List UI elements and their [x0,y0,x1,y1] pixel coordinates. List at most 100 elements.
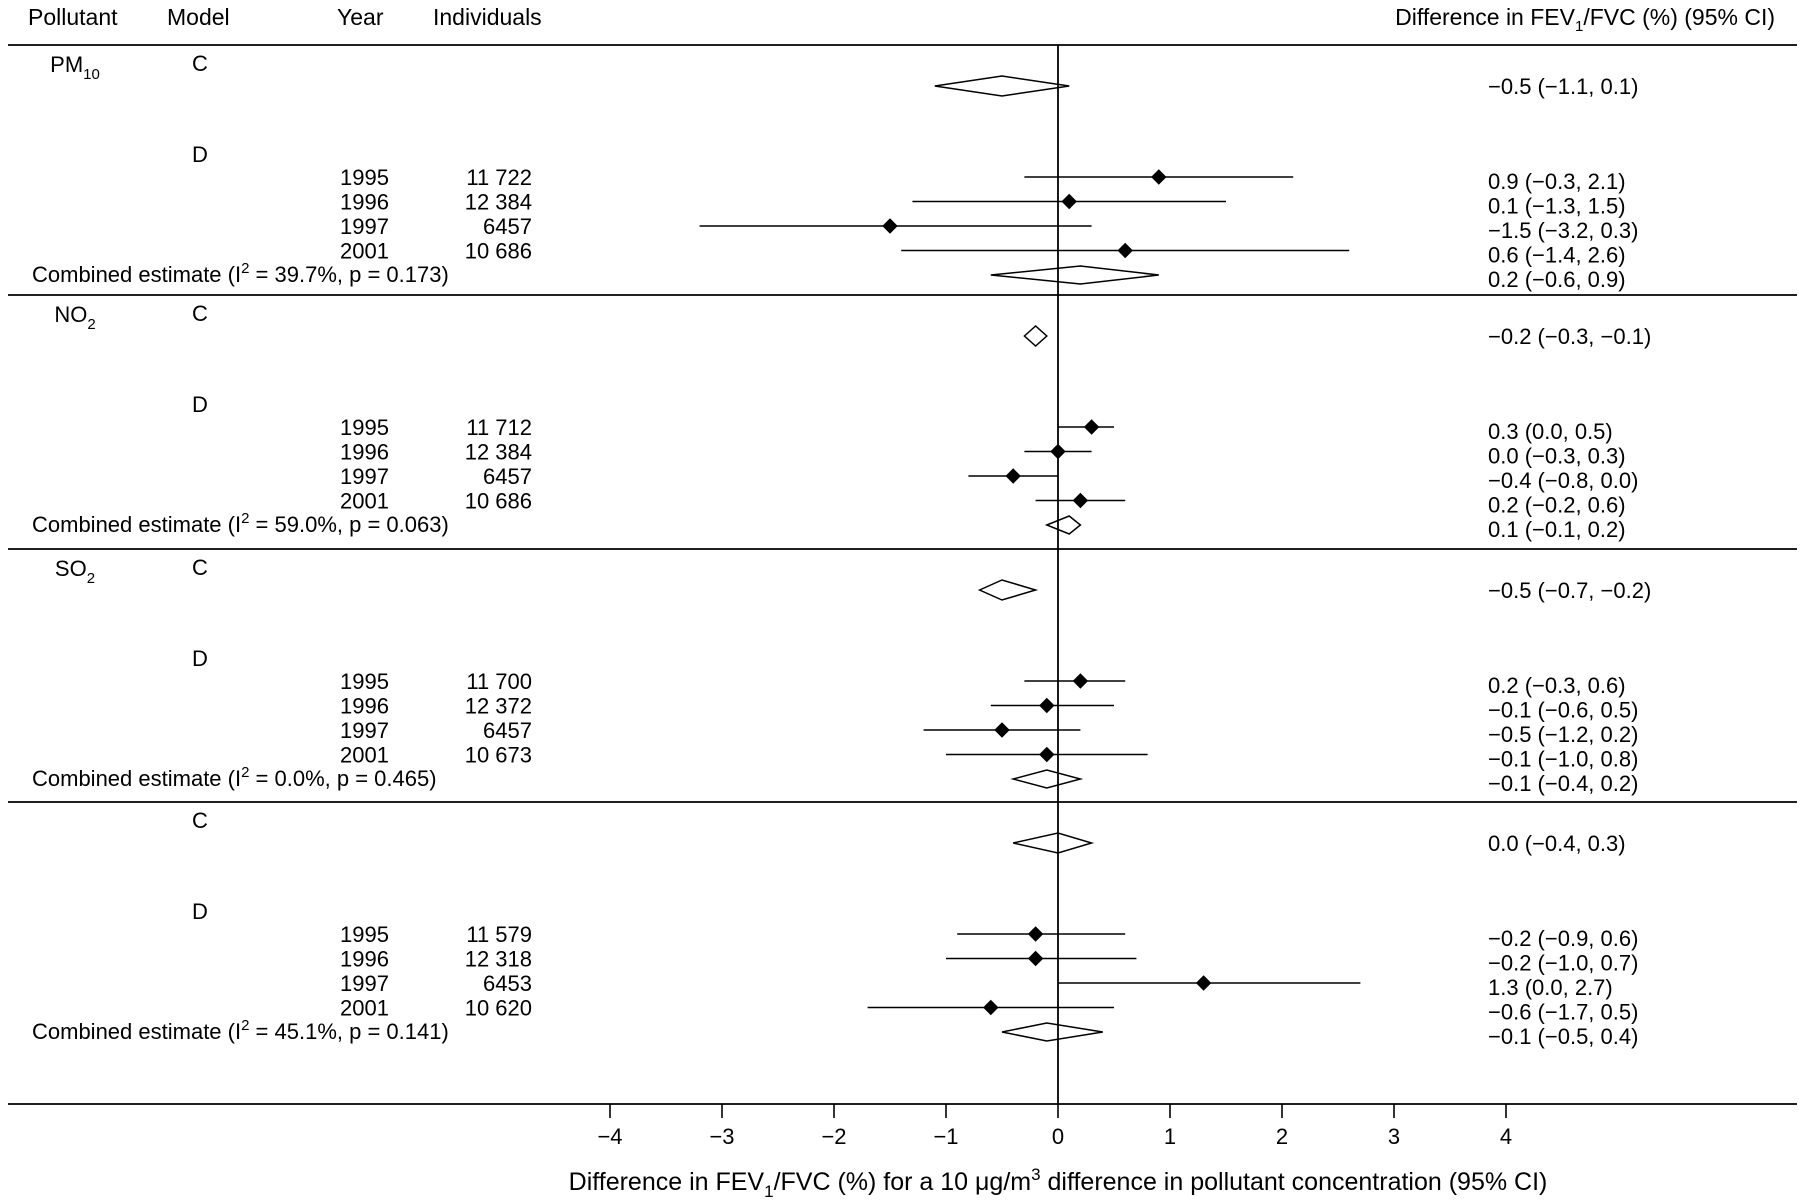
year-cell: 1997 [340,214,389,239]
individuals-cell: 12 372 [465,694,532,719]
row-estimate: −0.2 (−0.9, 0.6) [1488,926,1638,951]
year-cell: 1997 [340,464,389,489]
row-estimate: −1.5 (−3.2, 0.3) [1488,218,1638,243]
row-estimate: 0.2 (−0.3, 0.6) [1488,673,1626,698]
row-estimate: 0.3 (0.0, 0.5) [1488,419,1613,444]
year-cell: 2001 [340,239,389,264]
x-tick-label: 1 [1164,1124,1176,1149]
row-estimate: 0.6 (−1.4, 2.6) [1488,243,1626,268]
row-estimate: 0.1 (−1.3, 1.5) [1488,194,1626,219]
year-cell: 1996 [340,190,389,215]
point-estimate [882,218,898,234]
individuals-cell: 12 384 [465,440,532,465]
individuals-cell: 12 318 [465,947,532,972]
combined-estimate: −0.1 (−0.5, 0.4) [1488,1024,1638,1049]
year-cell: 1996 [340,440,389,465]
individuals-cell: 6457 [483,214,532,239]
individuals-cell: 10 620 [465,996,532,1021]
model-c-diamond [1023,324,1048,348]
header-pollutant: Pollutant [28,4,118,30]
pollutant-label: PM10 [50,52,100,83]
individuals-cell: 11 722 [466,165,532,190]
year-cell: 1996 [340,947,389,972]
year-cell: 1995 [340,669,389,694]
individuals-cell: 6453 [483,971,532,996]
year-cell: 1995 [340,922,389,947]
combined-diamond [1001,1022,1103,1042]
combined-estimate: 0.2 (−0.6, 0.9) [1488,267,1626,292]
individuals-cell: 11 700 [466,669,532,694]
point-estimate [1072,673,1089,689]
combined-diamond [990,265,1159,285]
header-model: Model [167,4,230,30]
individuals-cell: 10 686 [465,489,532,514]
row-estimate: 0.0 (−0.3, 0.3) [1488,444,1626,469]
point-estimate [1117,242,1133,259]
combined-diamond [1044,515,1082,535]
individuals-cell: 10 673 [465,743,532,768]
model-label: C [192,301,208,326]
row-estimate: 0.9 (−0.3, 2.1) [1488,169,1626,194]
individuals-cell: 6457 [483,464,532,489]
point-estimate [1005,468,1021,484]
row-estimate: −0.6 (−1.7, 0.5) [1488,1000,1638,1025]
year-cell: 1995 [340,415,389,440]
model-label: C [192,555,208,580]
combined-label: Combined estimate (I2 = 0.0%, p = 0.465) [32,764,437,791]
x-tick-label: −2 [821,1124,846,1149]
combined-estimate: 0.1 (−0.1, 0.2) [1488,517,1626,542]
point-estimate [1072,492,1089,509]
point-estimate [1061,193,1077,210]
x-axis-title: Difference in FEV1/FVC (%) for a 10 μg/m… [569,1165,1548,1201]
header-individuals: Individuals [433,4,542,30]
point-estimate [983,999,999,1016]
year-cell: 1996 [340,694,389,719]
point-estimate [994,722,1010,738]
point-estimate [1027,950,1044,967]
point-estimate [1151,169,1167,185]
x-tick-label: 2 [1276,1124,1288,1149]
x-tick-label: −4 [597,1124,622,1149]
row-estimate: −0.1 (−1.0, 0.8) [1488,747,1638,772]
row-estimate: −0.4 (−0.8, 0.0) [1488,468,1638,493]
x-tick-label: 4 [1500,1124,1512,1149]
combined-label: Combined estimate (I2 = 59.0%, p = 0.063… [32,510,449,537]
row-estimate: 1.3 (0.0, 2.7) [1488,975,1613,1000]
point-estimate [1039,746,1055,763]
point-estimate [1195,975,1212,991]
model-c-estimate: −0.5 (−0.7, −0.2) [1488,578,1651,603]
individuals-cell: 10 686 [465,239,532,264]
model-label: D [192,646,208,671]
combined-estimate: −0.1 (−0.4, 0.2) [1488,771,1638,796]
model-c-estimate: −0.2 (−0.3, −0.1) [1488,324,1651,349]
header-year: Year [337,4,384,30]
model-label: C [192,51,208,76]
combined-diamond [1010,769,1084,789]
model-label: D [192,899,208,924]
year-cell: 2001 [340,996,389,1021]
model-label: C [192,808,208,833]
model-c-diamond [1013,832,1095,854]
model-c-estimate: 0.0 (−0.4, 0.3) [1488,831,1626,856]
individuals-cell: 11 712 [466,415,532,440]
header-estimate: Difference in FEV1/FVC (%) (95% CI) [1395,4,1775,35]
combined-label: Combined estimate (I2 = 45.1%, p = 0.141… [32,1017,449,1044]
pollutant-label: NO2 [54,302,95,333]
point-estimate [1027,926,1044,942]
x-tick-label: 0 [1052,1124,1064,1149]
row-estimate: 0.2 (−0.2, 0.6) [1488,493,1626,518]
point-estimate [1083,419,1100,435]
point-estimate [1039,697,1055,714]
year-cell: 2001 [340,743,389,768]
combined-label: Combined estimate (I2 = 39.7%, p = 0.173… [32,260,449,287]
model-c-diamond [977,579,1039,601]
pollutant-label: SO2 [55,556,95,587]
row-estimate: −0.5 (−1.2, 0.2) [1488,722,1638,747]
year-cell: 1995 [340,165,389,190]
row-estimate: −0.1 (−0.6, 0.5) [1488,698,1638,723]
individuals-cell: 11 579 [466,922,532,947]
year-cell: 2001 [340,489,389,514]
x-tick-label: 3 [1388,1124,1400,1149]
model-label: D [192,392,208,417]
